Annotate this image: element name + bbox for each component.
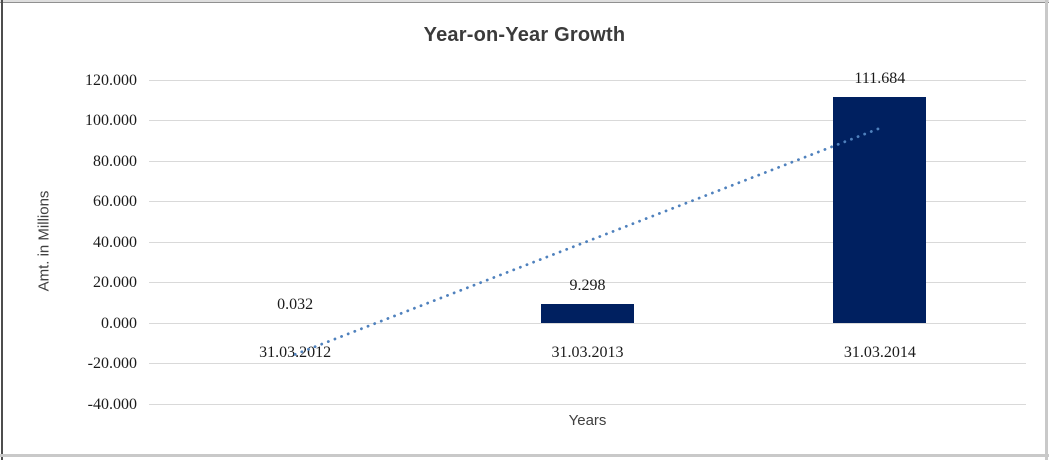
y-axis-tick-label: 0.000 (101, 314, 137, 332)
y-axis-tick-label: 100.000 (85, 112, 137, 129)
y-axis-tick-label: 80.000 (93, 152, 137, 170)
x-axis-title: Years (568, 412, 607, 429)
frame-border-left (1, 0, 3, 460)
x-category-label: 31.03.2014 (843, 344, 916, 361)
gridline (149, 363, 1026, 364)
y-axis-tick-label: 120.000 (85, 71, 137, 89)
frame-border-top-line (0, 2, 1049, 3)
gridline (149, 120, 1026, 121)
y-axis-tick-label: 40.000 (93, 233, 137, 251)
gridline (149, 282, 1026, 283)
chart-title: Year-on-Year Growth (423, 24, 626, 46)
bar-31.03.2013 (541, 304, 634, 323)
gridline (149, 201, 1026, 202)
bar-31.03.2014 (833, 96, 927, 323)
data-label: 0.032 (277, 295, 314, 313)
y-axis-tick-label: 60.000 (93, 193, 137, 210)
x-category-label: 31.03.2012 (259, 344, 332, 361)
data-label: 111.684 (854, 69, 906, 87)
gridline (149, 160, 1026, 162)
gridline (149, 403, 1026, 405)
y-axis-tick-label: -20.000 (87, 355, 137, 372)
gridline (149, 79, 1026, 81)
data-label: 9.298 (569, 277, 606, 295)
gridline (149, 322, 1026, 324)
x-category-label: 31.03.2013 (551, 344, 624, 361)
frame-border-bottom (0, 454, 1049, 457)
y-axis-tick-label: 20.000 (93, 274, 137, 291)
frame-border-right (1045, 0, 1048, 460)
y-axis-tick-label: -40.000 (87, 395, 137, 413)
frame-border-top (0, 0, 1049, 2)
